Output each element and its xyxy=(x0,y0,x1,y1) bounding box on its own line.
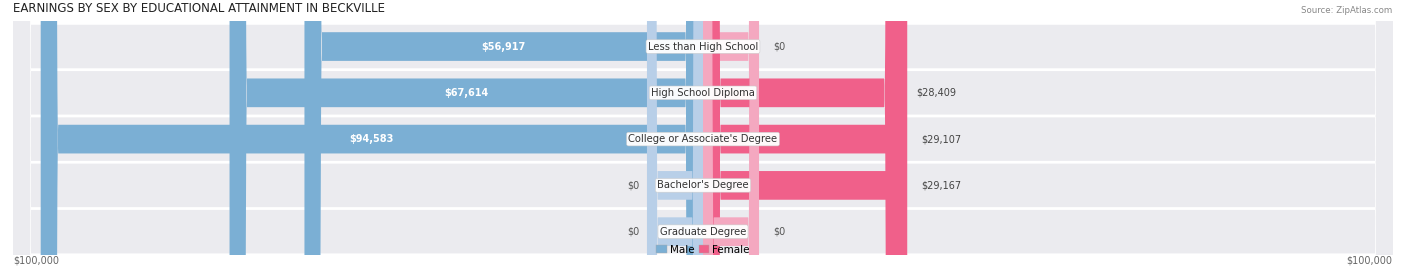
FancyBboxPatch shape xyxy=(703,0,907,268)
FancyBboxPatch shape xyxy=(703,0,907,268)
FancyBboxPatch shape xyxy=(647,0,703,268)
FancyBboxPatch shape xyxy=(41,0,703,268)
FancyBboxPatch shape xyxy=(13,0,1393,268)
Text: $29,107: $29,107 xyxy=(921,134,960,144)
FancyBboxPatch shape xyxy=(13,0,1393,268)
Text: $56,917: $56,917 xyxy=(482,42,526,51)
Text: $100,000: $100,000 xyxy=(13,255,59,265)
Text: $67,614: $67,614 xyxy=(444,88,488,98)
FancyBboxPatch shape xyxy=(229,0,703,268)
Text: High School Diploma: High School Diploma xyxy=(651,88,755,98)
Text: $0: $0 xyxy=(773,227,786,237)
FancyBboxPatch shape xyxy=(703,0,759,268)
Text: Bachelor's Degree: Bachelor's Degree xyxy=(657,180,749,190)
FancyBboxPatch shape xyxy=(13,0,1393,268)
Text: Graduate Degree: Graduate Degree xyxy=(659,227,747,237)
Text: $28,409: $28,409 xyxy=(915,88,956,98)
Text: $29,167: $29,167 xyxy=(921,180,962,190)
FancyBboxPatch shape xyxy=(703,0,759,268)
FancyBboxPatch shape xyxy=(13,0,1393,268)
Text: Source: ZipAtlas.com: Source: ZipAtlas.com xyxy=(1302,6,1393,15)
Text: $0: $0 xyxy=(773,42,786,51)
Text: $0: $0 xyxy=(627,227,640,237)
FancyBboxPatch shape xyxy=(647,0,703,268)
FancyBboxPatch shape xyxy=(703,0,901,268)
Text: $0: $0 xyxy=(627,180,640,190)
FancyBboxPatch shape xyxy=(13,0,1393,268)
Text: College or Associate's Degree: College or Associate's Degree xyxy=(628,134,778,144)
Text: $100,000: $100,000 xyxy=(1347,255,1393,265)
Legend: Male, Female: Male, Female xyxy=(652,241,754,259)
Text: $94,583: $94,583 xyxy=(350,134,394,144)
Text: Less than High School: Less than High School xyxy=(648,42,758,51)
FancyBboxPatch shape xyxy=(305,0,703,268)
Text: EARNINGS BY SEX BY EDUCATIONAL ATTAINMENT IN BECKVILLE: EARNINGS BY SEX BY EDUCATIONAL ATTAINMEN… xyxy=(13,2,385,15)
